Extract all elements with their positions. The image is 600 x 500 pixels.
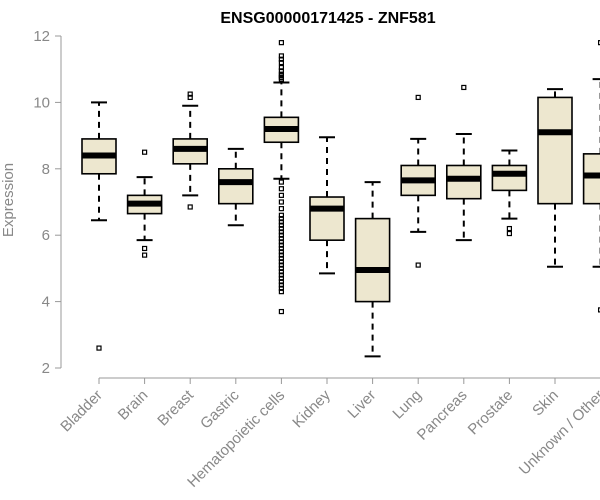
box-unknown-other [582,40,600,313]
x-tick-label-breast: Breast [154,386,197,429]
outlier-point [278,225,284,232]
outlier-point [278,232,284,238]
outlier-point [278,272,284,278]
x-tick-label-kidney: Kidney [289,386,334,431]
y-tick-label: 6 [42,227,50,244]
outlier-point [278,199,284,205]
outlier-point [278,255,284,262]
x-tick-label-liver: Liver [344,387,379,422]
outlier-point [597,307,600,313]
outlier-point [278,252,284,258]
outlier-point [506,225,512,232]
iqr-box [218,168,254,205]
outlier-point [278,186,284,192]
x-tick-label-skin: Skin [529,387,562,420]
outlier-point [278,59,284,66]
outlier-point [278,68,284,74]
box-bladder [81,101,117,351]
box-brain [126,149,163,258]
plot-area [81,40,600,358]
outlier-point [96,345,102,351]
outlier-point [278,53,284,59]
outlier-point [278,279,284,285]
outlier-point [278,212,284,218]
iqr-box [445,164,482,200]
outlier-point [278,275,284,281]
outlier-point [278,192,284,198]
outlier-point [278,64,284,71]
outlier-point [415,262,421,268]
y-tick-label: 2 [42,360,50,377]
outlier-point [278,285,284,291]
y-axis: 2 4 6 8 10 12 [33,28,62,377]
outlier-point [278,262,284,268]
outlier-point [461,84,467,91]
outlier-point [187,91,193,97]
outlier-point [278,219,284,225]
x-tick-label-brain: Brain [115,387,152,424]
outlier-point [278,235,284,242]
outlier-point [278,229,284,235]
outlier-point [278,222,284,228]
y-tick-label: 10 [33,94,50,111]
outlier-point [278,289,284,295]
outlier-point [278,179,284,185]
outlier-point [142,252,148,258]
outlier-point [278,206,284,212]
outlier-point [278,56,284,62]
outlier-point [142,149,148,155]
box-breast [172,91,208,210]
outlier-point [142,245,148,252]
outlier-point [187,204,193,210]
outlier-point [187,94,193,101]
iqr-box [491,164,528,192]
iqr-box [582,153,600,205]
x-tick-label-pancreas: Pancreas [414,387,471,444]
box-hematopoietic-cells [263,40,300,315]
chart-title: ENSG00000171425 - ZNF581 [220,10,435,27]
outlier-point [278,242,284,248]
outlier-point [278,249,284,255]
outlier-point [506,230,512,237]
iqr-box [537,96,573,205]
iqr-box [309,196,345,241]
outlier-point [597,40,600,46]
x-tick-label-gastric: Gastric [197,386,243,432]
outlier-point [278,269,284,275]
outlier-point [278,259,284,265]
outlier-point [278,308,284,315]
x-tick-label-prostate: Prostate [465,387,517,439]
y-tick-label: 4 [42,294,50,311]
box-lung [400,94,437,268]
y-axis-label: Expression [0,163,17,237]
outlier-point [278,282,284,288]
outlier-point [278,40,284,46]
iqr-box [354,217,391,303]
box-prostate [491,149,528,237]
box-kidney [309,136,345,275]
outlier-point [278,239,284,245]
outlier-point [278,265,284,271]
outlier-point [278,245,284,252]
box-liver [354,181,391,358]
outlier-point [278,76,284,82]
outlier-point [278,216,284,222]
box-gastric [218,147,254,227]
x-tick-label-bladder: Bladder [57,387,106,436]
box-pancreas [445,84,482,242]
x-tick-label-lung: Lung [389,387,425,423]
outlier-point [415,94,421,101]
y-tick-label: 8 [42,161,50,178]
y-tick-label: 12 [33,28,50,45]
box-skin [537,88,573,268]
